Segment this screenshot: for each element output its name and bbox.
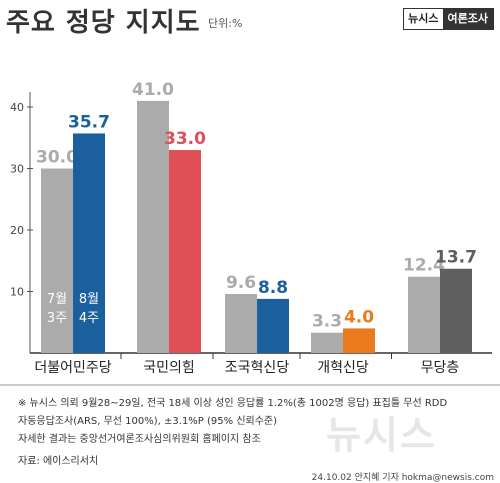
y-tick-label: 40 xyxy=(10,101,24,114)
bar xyxy=(225,293,257,353)
brand-left: 뉴시스 xyxy=(404,9,443,29)
footer-note-3: 자세한 결과는 중앙선거여론조사심의위원회 홈페이지 참조 xyxy=(18,434,261,445)
series-label-week: 3주 xyxy=(47,311,67,326)
bar xyxy=(311,332,343,353)
series-label-week: 4주 xyxy=(79,311,99,326)
bar xyxy=(343,328,375,353)
unit-label: 단위:% xyxy=(208,17,243,30)
bar-value-label: 12.4 xyxy=(403,256,445,276)
footer-note-1: ※ 뉴시스 의뢰 9월28~29일, 전국 18세 이상 성인 응답률 1.2%… xyxy=(18,398,448,409)
category-label: 조국혁신당 xyxy=(225,360,290,376)
bar-value-label: 9.6 xyxy=(226,273,256,293)
bar xyxy=(408,276,440,353)
category-label: 더불어민주당 xyxy=(34,360,111,376)
series-label-month: 7월 xyxy=(47,292,67,307)
y-tick-label: 10 xyxy=(10,286,24,299)
series-label-month: 8월 xyxy=(79,292,99,307)
category-label: 국민의힘 xyxy=(143,360,195,376)
bar xyxy=(440,268,472,353)
bar-value-label: 35.7 xyxy=(68,112,110,132)
category-label: 무당층 xyxy=(421,360,460,376)
bar-value-label: 8.8 xyxy=(258,278,288,298)
bar-value-label: 30.0 xyxy=(36,148,78,168)
y-tick-label: 30 xyxy=(10,163,24,176)
bar-value-label: 4.0 xyxy=(344,307,374,327)
page-title: 주요 정당 지지도 xyxy=(6,8,201,38)
category-label: 개혁신당 xyxy=(317,360,369,376)
bar-value-label: 41.0 xyxy=(132,80,174,100)
footer-credit: 24.10.02 안지혜 기자 hokma@newsis.com xyxy=(311,473,494,483)
brand-right: 여론조사 xyxy=(442,9,493,29)
bar-value-label: 3.3 xyxy=(312,312,342,332)
footer-note-source: 자료: 에이스리서치 xyxy=(18,456,99,467)
bar xyxy=(169,150,201,353)
bar xyxy=(257,298,289,353)
bar-value-label: 33.0 xyxy=(164,129,206,149)
bar xyxy=(41,168,73,353)
brand-badge: 뉴시스 여론조사 xyxy=(403,8,494,30)
bar xyxy=(73,133,105,353)
footer-note-2: 자동응답조사(ARS, 무선 100%), ±3.1%P (95% 신뢰수준) xyxy=(18,416,278,427)
bar xyxy=(137,100,169,353)
bar-value-label: 13.7 xyxy=(435,248,477,268)
watermark: 뉴시스 xyxy=(326,413,437,457)
y-tick-label: 20 xyxy=(10,224,24,237)
